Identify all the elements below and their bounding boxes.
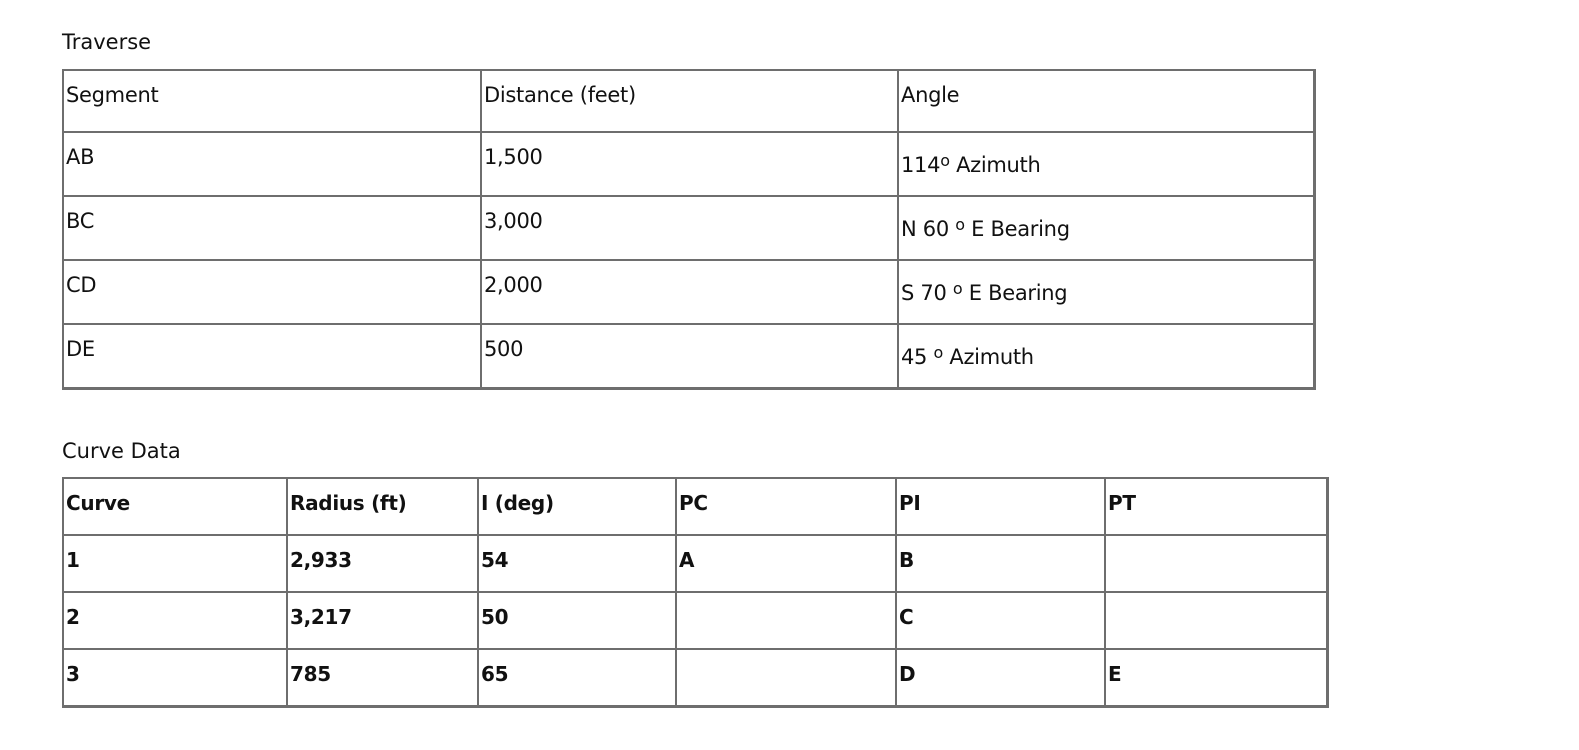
header-pi: PI xyxy=(897,479,1106,536)
header-segment: Segment xyxy=(64,71,482,133)
angle-cell: 50 xyxy=(479,593,677,650)
degree-mark: o xyxy=(940,151,950,170)
header-radius: Radius (ft) xyxy=(288,479,479,536)
table-row: AB 1,500 114o Azimuth xyxy=(64,133,1313,197)
pc-cell: A xyxy=(677,536,897,593)
segment-cell: AB xyxy=(64,133,482,197)
table-row: 3 785 65 D E xyxy=(64,650,1326,705)
angle-cell: 45 o Azimuth xyxy=(899,325,1313,387)
pt-cell xyxy=(1106,536,1326,593)
angle-type: E Bearing xyxy=(962,281,1068,305)
pi-cell: B xyxy=(897,536,1106,593)
degree-mark: o xyxy=(952,279,963,298)
degree-mark: o xyxy=(955,215,965,234)
angle-type: E Bearing xyxy=(964,217,1070,241)
angle-cell: S 70 o E Bearing xyxy=(899,261,1313,325)
radius-cell: 3,217 xyxy=(288,593,479,650)
pt-cell xyxy=(1106,593,1326,650)
pi-cell: D xyxy=(897,650,1106,705)
segment-cell: BC xyxy=(64,197,482,261)
degree-mark: o xyxy=(933,343,944,362)
angle-value: S 70 xyxy=(901,281,953,305)
curve-data-caption: Curve Data xyxy=(62,439,181,463)
radius-cell: 2,933 xyxy=(288,536,479,593)
traverse-caption: Traverse xyxy=(62,30,152,54)
angle-cell: N 60 o E Bearing xyxy=(899,197,1313,261)
header-intersection-angle: I (deg) xyxy=(479,479,677,536)
angle-value: N 60 xyxy=(901,217,956,241)
table-row: 2 3,217 50 C xyxy=(64,593,1326,650)
segment-cell: DE xyxy=(64,325,482,387)
table-header-row: Segment Distance (feet) Angle xyxy=(64,71,1313,133)
header-pc: PC xyxy=(677,479,897,536)
table-row: BC 3,000 N 60 o E Bearing xyxy=(64,197,1313,261)
angle-cell: 54 xyxy=(479,536,677,593)
radius-cell: 785 xyxy=(288,650,479,705)
distance-cell: 2,000 xyxy=(482,261,899,325)
distance-cell: 500 xyxy=(482,325,899,387)
angle-type: Azimuth xyxy=(949,153,1041,177)
header-angle: Angle xyxy=(899,71,1313,133)
header-curve: Curve xyxy=(64,479,288,536)
curve-cell: 1 xyxy=(64,536,288,593)
pc-cell xyxy=(677,650,897,705)
table-header-row: Curve Radius (ft) I (deg) PC PI PT xyxy=(64,479,1326,536)
angle-type: Azimuth xyxy=(943,345,1034,369)
distance-cell: 1,500 xyxy=(482,133,899,197)
pc-cell xyxy=(677,593,897,650)
pi-cell: C xyxy=(897,593,1106,650)
table-row: CD 2,000 S 70 o E Bearing xyxy=(64,261,1313,325)
traverse-table: Segment Distance (feet) Angle AB 1,500 1… xyxy=(62,69,1316,390)
segment-cell: CD xyxy=(64,261,482,325)
angle-cell: 65 xyxy=(479,650,677,705)
curve-cell: 3 xyxy=(64,650,288,705)
table-row: DE 500 45 o Azimuth xyxy=(64,325,1313,387)
header-distance: Distance (feet) xyxy=(482,71,899,133)
distance-cell: 3,000 xyxy=(482,197,899,261)
angle-value: 114 xyxy=(901,153,941,177)
angle-cell: 114o Azimuth xyxy=(899,133,1313,197)
pt-cell: E xyxy=(1108,662,1122,686)
angle-value: 45 xyxy=(901,345,934,369)
curve-data-table: Curve Radius (ft) I (deg) PC PI PT 1 2,9… xyxy=(62,477,1329,708)
curve-cell: 2 xyxy=(64,593,288,650)
header-pt: PT xyxy=(1106,479,1326,536)
table-row: 1 2,933 54 A B xyxy=(64,536,1326,593)
